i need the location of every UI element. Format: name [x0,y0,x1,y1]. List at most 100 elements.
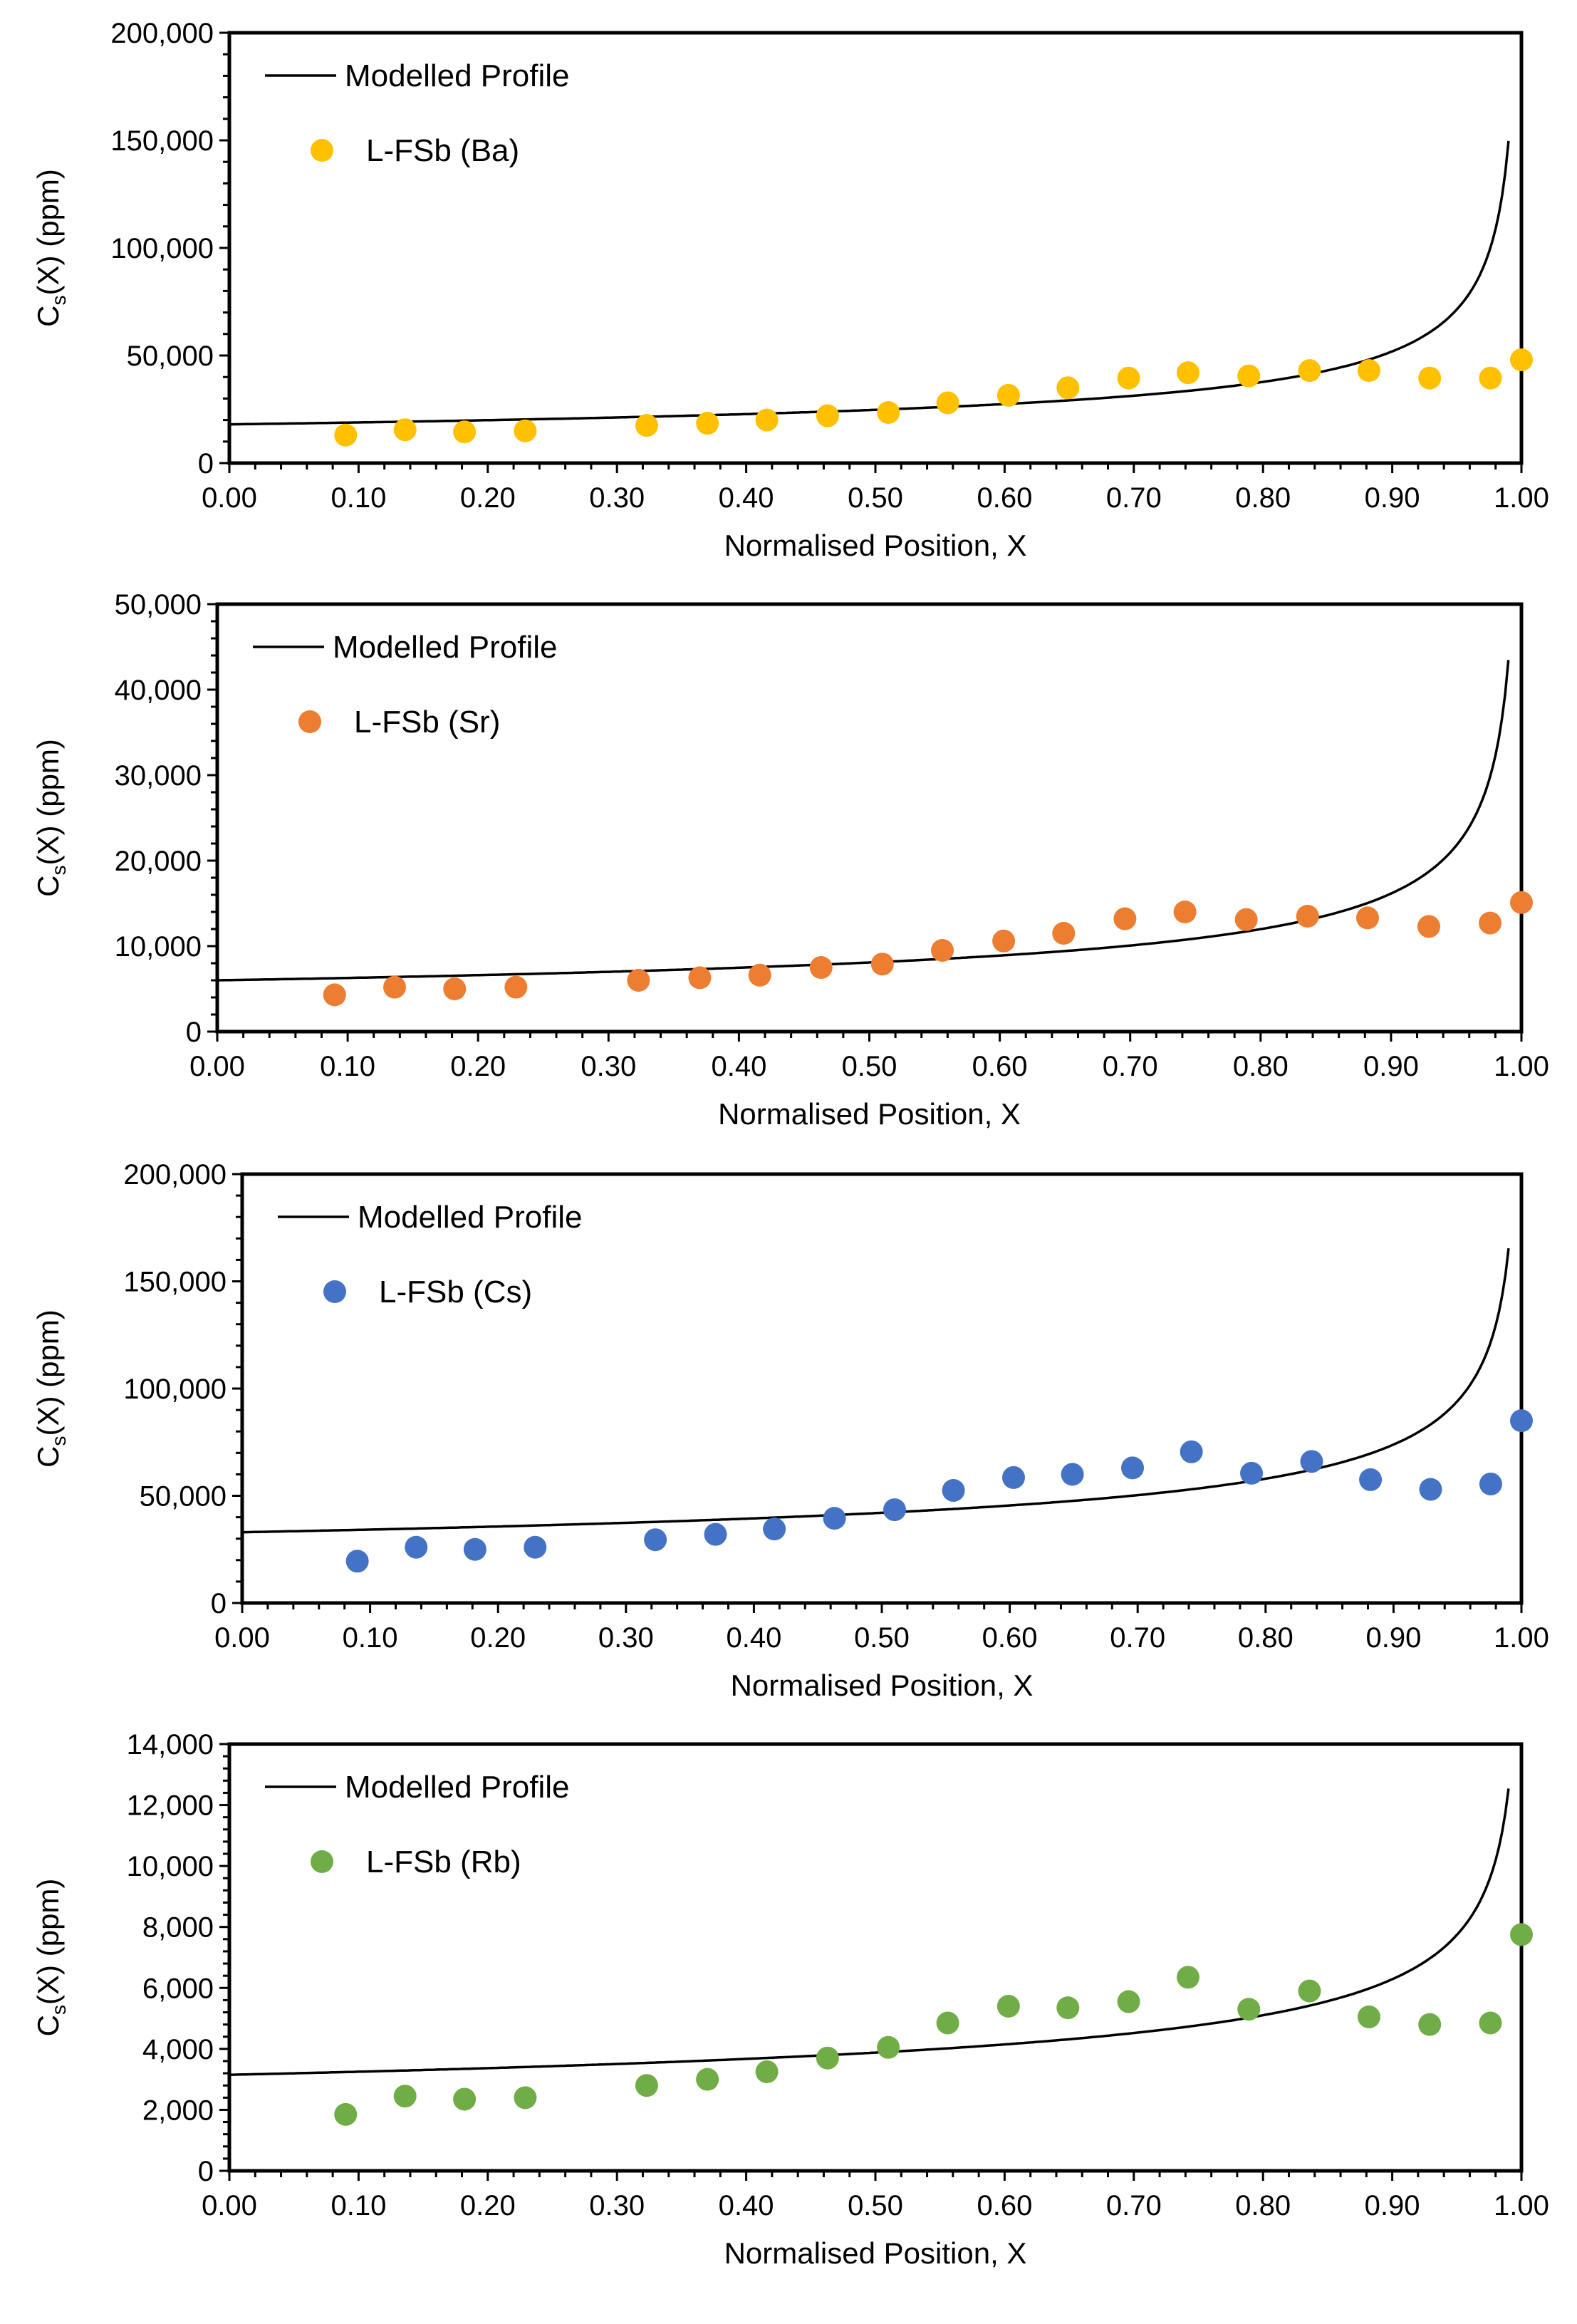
y-tick-label: 200,000 [110,18,214,49]
x-tick-label: 0.20 [470,1622,526,1654]
data-point [453,420,477,444]
data-point [1359,1468,1383,1491]
data-point [1510,891,1533,914]
data-point [443,977,467,1000]
data-point [1240,1461,1264,1485]
plot-frame [215,602,1524,1034]
data-point [1479,366,1502,390]
x-tick-label: 0.40 [719,482,774,514]
x-tick-label: 0.20 [460,2190,516,2221]
x-tick-label: 0.10 [343,1622,398,1654]
x-tick-label: 0.60 [977,482,1032,514]
chart-panel-1: 0.00 0.10 0.20 0.30 0.40 0.50 0.60 0.70 0.80 0.90… [31,18,1549,562]
data-point [323,983,346,1007]
data-point [1056,1996,1080,2020]
data-point [1510,1923,1533,1946]
data-point [1355,906,1379,930]
modelled-profile-line [229,1788,1510,2076]
data-point [883,1498,906,1522]
x-tick-label: 1.00 [1494,1051,1549,1082]
data-point [1418,2013,1442,2036]
data-point [383,975,407,999]
plot-frame [227,31,1524,465]
data-point [809,956,833,979]
chart-panel-4: 0.00 0.10 0.20 0.30 0.40 0.50 0.60 0.70 0.80 0.90… [31,1729,1549,2270]
x-tick-label: 0.10 [331,2190,386,2221]
data-point [1296,905,1319,928]
legend-marker-swatch [311,139,333,162]
x-tick-label: 0.80 [1235,2190,1291,2221]
x-tick-label: 0.00 [214,1622,270,1654]
data-point [1117,1990,1140,2013]
y-tick-label: 100,000 [110,233,214,264]
data-point [1479,911,1502,935]
data-point [1417,915,1440,938]
y-tick-label: 14,000 [127,1729,214,1760]
y-tick-label: 50,000 [127,341,214,372]
data-point [1479,2011,1502,2035]
data-point [823,1507,846,1530]
y-tick-label: 10,000 [115,931,202,963]
data-point [1357,359,1380,383]
x-tick-label: 0.20 [460,482,516,514]
data-point [1298,1979,1321,2003]
x-tick-label: 0.30 [598,1622,654,1654]
y-axis-title: Cs(X) (ppm) [31,739,70,897]
x-tick-label: 0.50 [842,1051,897,1082]
data-point [688,966,712,990]
x-tick-label: 0.90 [1363,1051,1419,1082]
chart-panel-3: 0.00 0.10 0.20 0.30 0.40 0.50 0.60 0.70 0.80 0.90… [31,1159,1549,1702]
modelled-profile-line [229,140,1510,426]
y-tick-label: 0 [198,2156,214,2187]
chart-panel-2: 0.00 0.10 0.20 0.30 0.40 0.50 0.60 0.70 0.80 0.90… [31,589,1549,1131]
x-tick-label: 0.00 [202,2190,257,2221]
data-point [877,401,900,425]
legend-marker-swatch [311,1850,333,1873]
data-point [1176,1966,1199,1989]
x-axis-title: Normalised Position, X [724,2236,1027,2270]
data-point [704,1522,727,1546]
data-point [463,1537,486,1561]
data-point [334,2102,358,2126]
data-point [1234,908,1258,931]
y-tick-label: 12,000 [127,1790,214,1822]
x-axis-title: Normalised Position, X [718,1097,1021,1131]
data-point [1052,922,1076,945]
data-point [644,1528,667,1552]
x-tick-label: 0.10 [320,1051,375,1082]
x-tick-label: 0.20 [450,1051,506,1082]
data-point [1357,2005,1380,2028]
x-tick-label: 0.80 [1235,482,1291,514]
y-tick-label: 6,000 [142,1973,214,2004]
x-tick-label: 0.90 [1365,482,1420,514]
data-point [996,1994,1020,2018]
x-tick-label: 0.30 [589,482,645,514]
y-tick-label: 40,000 [115,675,202,706]
modelled-profile-line [241,1247,1510,1534]
data-point [1117,366,1140,390]
x-tick-label: 0.60 [972,1051,1028,1082]
legend-marker-label: L-FSb (Rb) [366,1845,521,1879]
data-point [393,2085,417,2108]
y-tick-label: 30,000 [115,760,202,792]
legend-line-label: Modelled Profile [345,58,570,93]
x-tick-label: 1.00 [1494,1622,1549,1654]
legend-line-label: Modelled Profile [345,1770,570,1805]
data-point [514,2086,537,2110]
x-tick-label: 0.70 [1103,1051,1158,1082]
x-tick-label: 0.40 [711,1051,766,1082]
data-point [696,412,719,435]
data-point [1300,1450,1323,1473]
data-point [755,408,779,432]
y-tick-label: 8,000 [142,1912,214,1944]
data-point [1418,366,1442,390]
y-tick-label: 20,000 [115,846,202,877]
legend-marker-label: L-FSb (Ba) [366,133,519,168]
x-tick-label: 0.40 [726,1622,781,1654]
y-axis-title: Cs(X) (ppm) [31,169,70,327]
data-point [1001,1466,1025,1489]
y-tick-label: 2,000 [142,2095,214,2126]
legend-marker-label: L-FSb (Cs) [379,1275,532,1309]
y-tick-label: 0 [198,448,214,479]
data-point [1510,348,1533,372]
